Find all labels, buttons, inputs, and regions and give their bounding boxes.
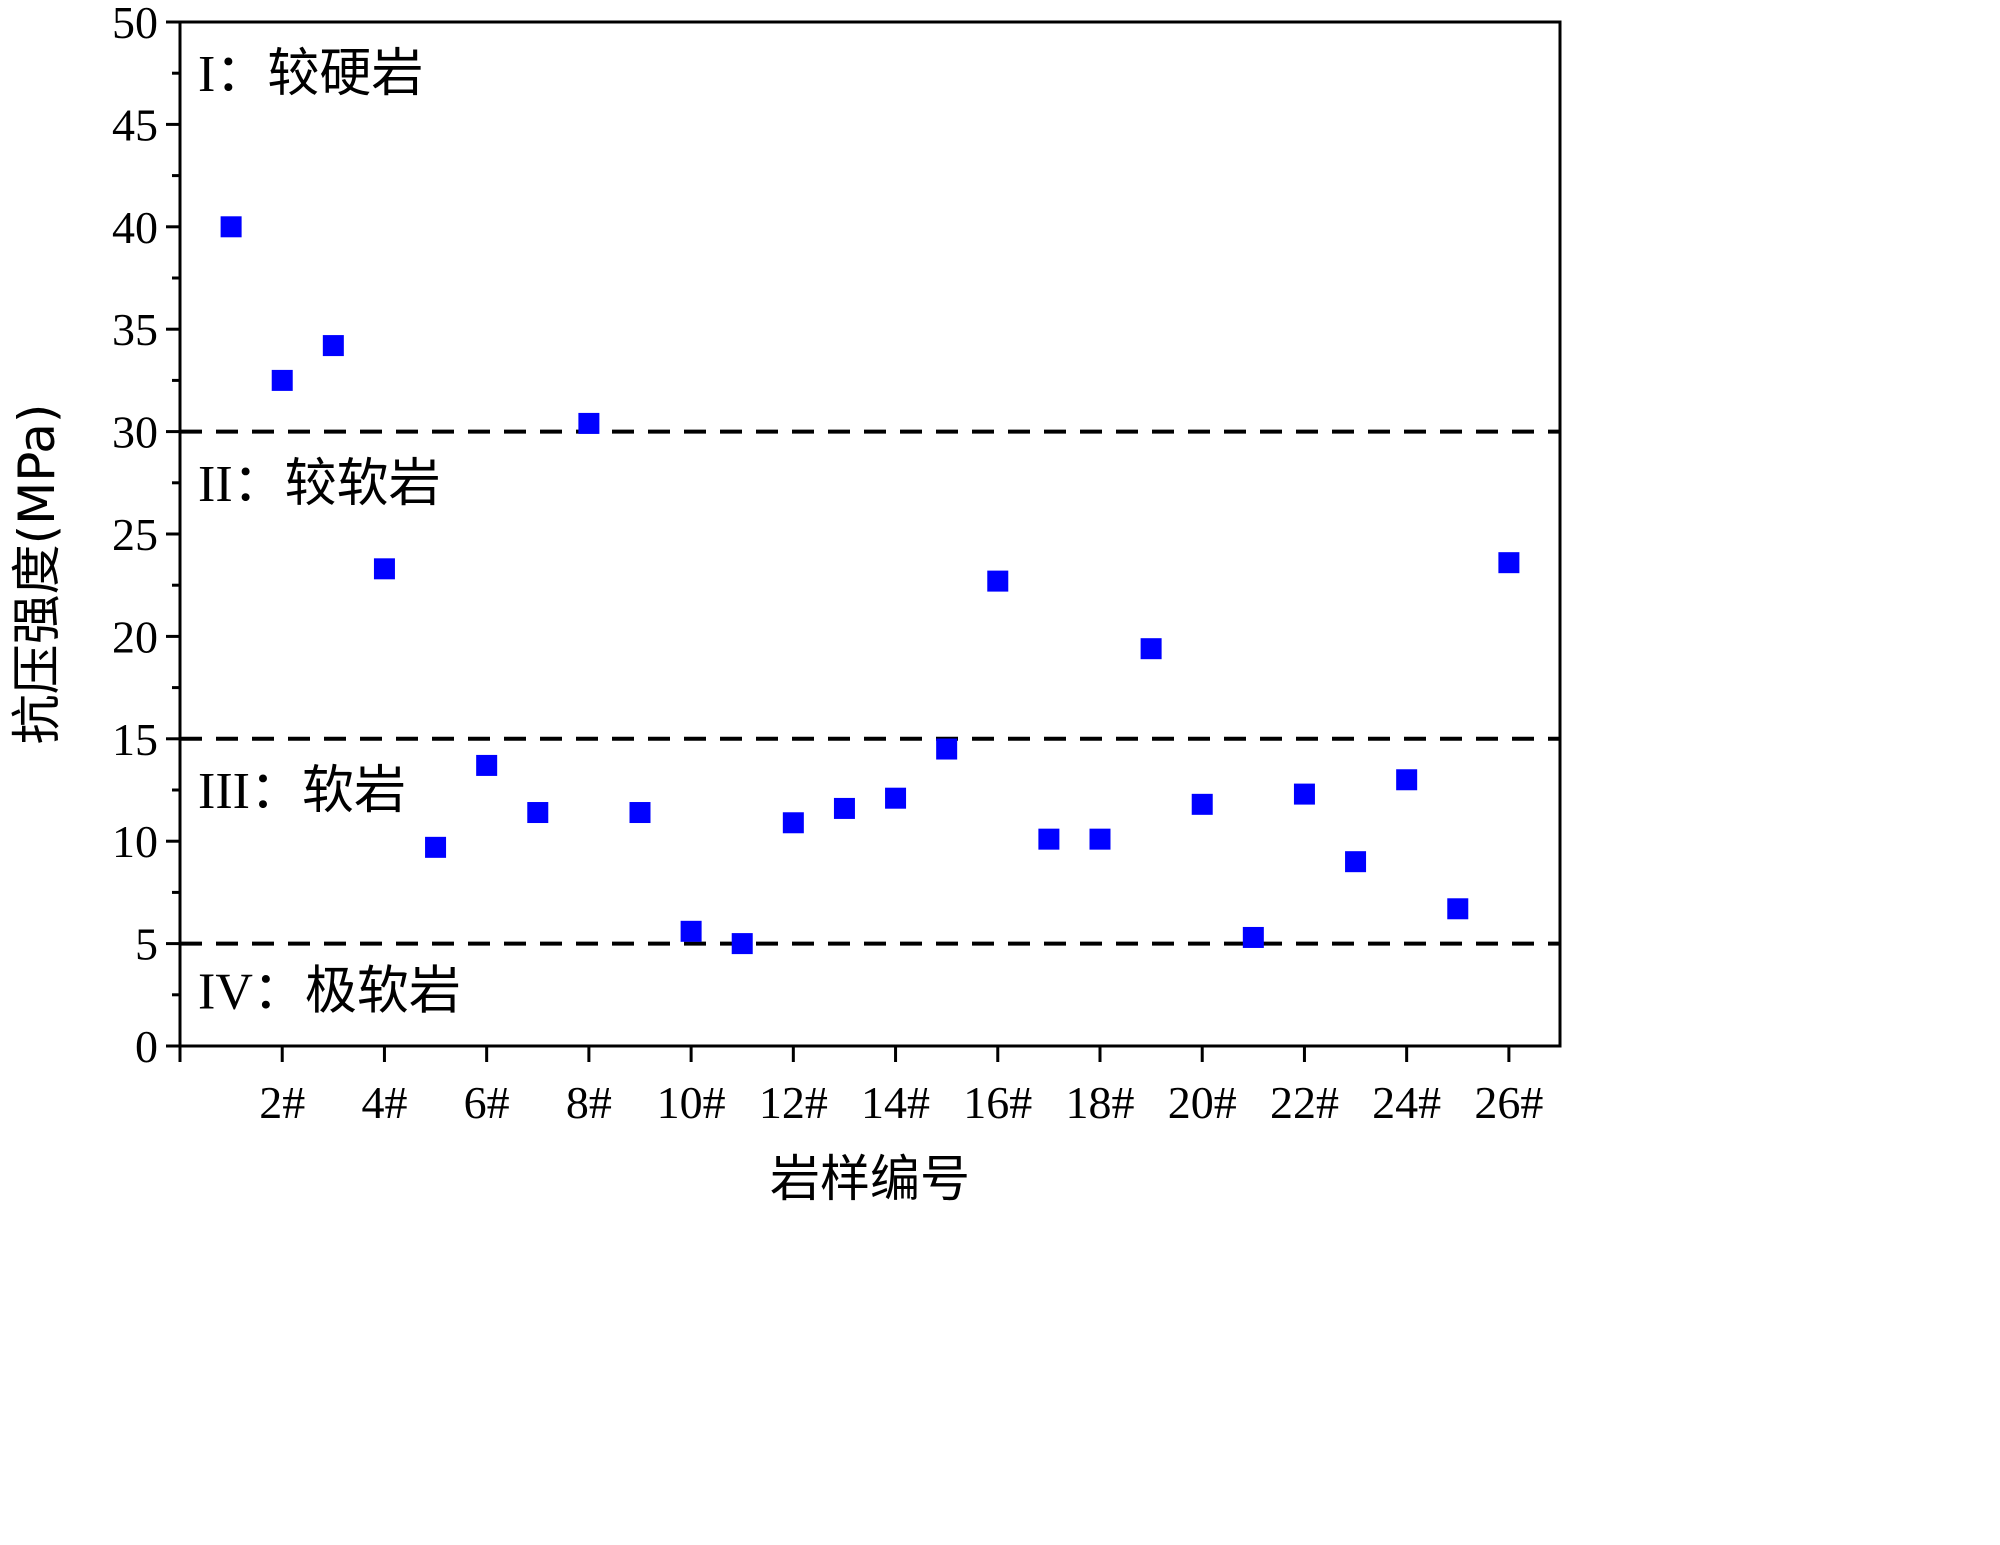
data-point [220, 216, 242, 238]
data-points [220, 216, 1520, 955]
data-point [680, 920, 702, 942]
y-tick-label: 50 [112, 0, 158, 48]
y-tick-label: 45 [112, 99, 158, 150]
x-tick-label: 14# [861, 1077, 930, 1128]
data-point [1191, 793, 1213, 815]
data-point [629, 802, 651, 824]
x-tick-label: 20# [1168, 1077, 1237, 1128]
data-point [1447, 898, 1469, 920]
x-tick-label: 4# [361, 1077, 407, 1128]
x-tick-label: 26# [1474, 1077, 1543, 1128]
data-point [833, 797, 855, 819]
data-point [373, 558, 395, 580]
y-tick-label: 35 [112, 304, 158, 355]
data-point [1038, 828, 1060, 850]
x-tick-label: 16# [963, 1077, 1032, 1128]
x-tick-label: 6# [464, 1077, 510, 1128]
y-tick-label: 5 [135, 919, 158, 970]
zone-label: II：较软岩 [198, 456, 441, 513]
y-axis-title: 抗压强度(MPa) [8, 404, 66, 745]
y-tick-label: 15 [112, 714, 158, 765]
x-tick-label: 22# [1270, 1077, 1339, 1128]
y-tick-label: 10 [112, 816, 158, 867]
x-axis-ticks: 2# 4# 6# 8# 10# 12# 14# 16# 18# 20# 22# 24# 26# [178, 1046, 1543, 1128]
plot-frame [178, 20, 1562, 1048]
data-point [782, 812, 804, 834]
data-point [527, 802, 549, 824]
data-point [987, 570, 1009, 592]
data-point [425, 836, 447, 858]
data-point [936, 738, 958, 760]
y-tick-label: 0 [135, 1021, 158, 1072]
y-tick-label: 20 [112, 611, 158, 662]
x-tick-label: 24# [1372, 1077, 1441, 1128]
data-point [885, 787, 907, 809]
threshold-lines [180, 429, 1560, 946]
x-tick-label: 12# [759, 1077, 828, 1128]
zone-label: III：软岩 [198, 763, 406, 820]
scatter-chart: 0 5 10 15 20 25 30 35 40 45 50 2# 4# 6# 8# 10# 12# 14# 16… [8, 0, 1562, 1208]
data-point [476, 754, 498, 776]
data-point [1140, 638, 1162, 660]
y-tick-label: 30 [112, 407, 158, 458]
data-point [1498, 552, 1520, 574]
data-point [731, 933, 753, 955]
zone-label: I：较硬岩 [198, 46, 423, 103]
x-tick-label: 2# [259, 1077, 305, 1128]
data-point [1242, 926, 1264, 948]
y-axis-ticks: 0 5 10 15 20 25 30 35 40 45 50 [112, 0, 180, 1072]
data-point [1345, 851, 1367, 873]
x-axis-title: 岩样编号 [770, 1150, 970, 1208]
zone-label: IV：极软岩 [198, 964, 461, 1021]
data-point [1089, 828, 1111, 850]
data-point [1396, 769, 1418, 791]
x-tick-label: 8# [566, 1077, 612, 1128]
x-tick-label: 10# [657, 1077, 726, 1128]
data-point [271, 369, 293, 391]
zone-labels: I：较硬岩 II：较软岩 III：软岩 IV：极软岩 [198, 46, 461, 1021]
data-point [1293, 783, 1315, 805]
data-point [578, 412, 600, 434]
y-tick-label: 40 [112, 202, 158, 253]
y-tick-label: 25 [112, 509, 158, 560]
x-tick-label: 18# [1066, 1077, 1135, 1128]
data-point [322, 335, 344, 357]
